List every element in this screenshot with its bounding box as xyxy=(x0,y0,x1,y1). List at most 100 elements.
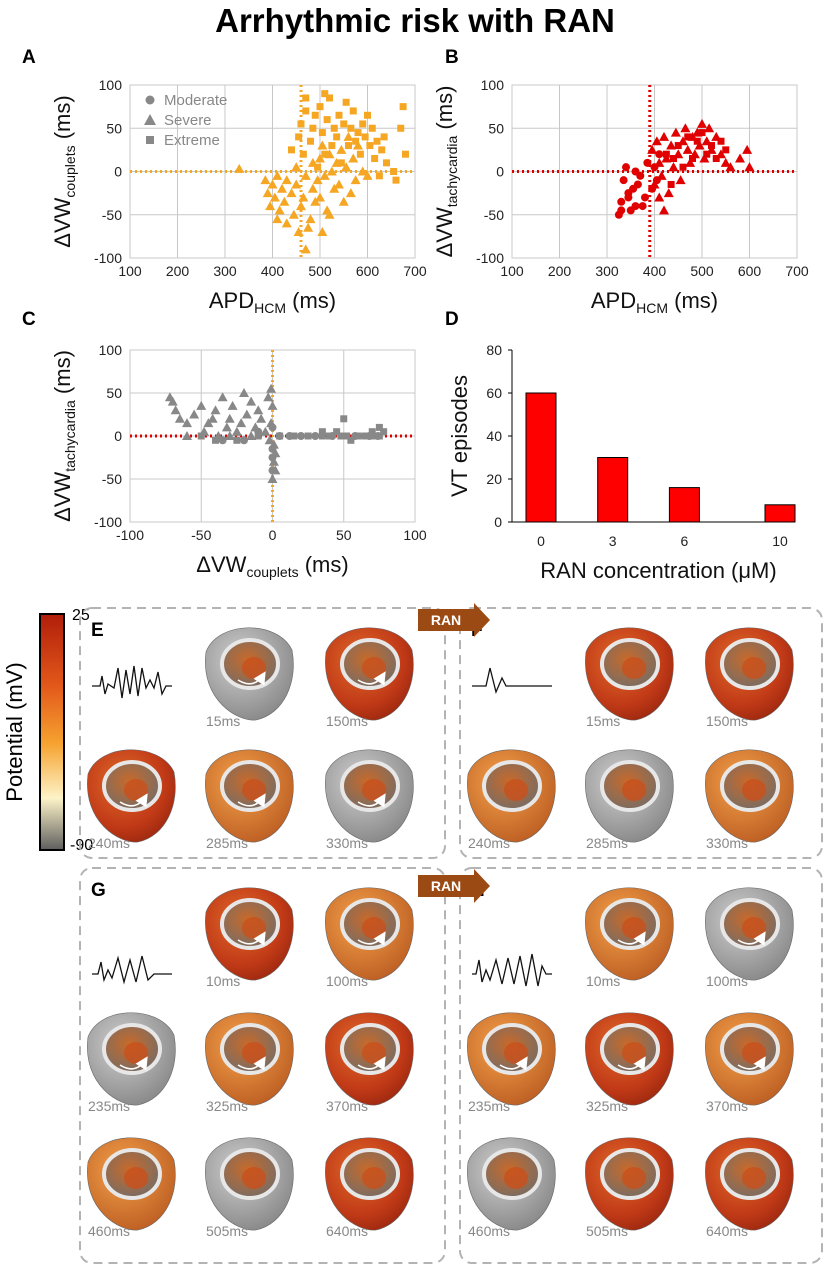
data-point-extreme xyxy=(328,142,336,150)
heart-snapshot: 370ms xyxy=(705,1012,794,1114)
heart-snapshot: 100ms xyxy=(325,887,414,989)
data-point-severe xyxy=(256,413,267,423)
simulation-panel-e: E 15ms 150ms 240ms 285ms 330ms xyxy=(79,607,446,859)
ecg-waveform xyxy=(92,955,172,985)
data-point-extreme xyxy=(323,116,331,124)
time-label: 235ms xyxy=(88,1098,130,1114)
data-point-severe xyxy=(267,474,278,483)
data-point-moderate xyxy=(328,432,337,440)
legend-marker-moderate xyxy=(145,95,155,105)
data-point-extreme xyxy=(318,428,326,436)
data-point-severe xyxy=(680,123,691,133)
scatter-panel-a: A 100 200 300 400 500 600 700 -100 -50 0 50 100 Moder… xyxy=(22,47,427,316)
data-point-extreme xyxy=(722,146,730,154)
data-point-extreme xyxy=(290,432,298,440)
data-point-extreme xyxy=(392,176,400,184)
data-point-severe xyxy=(221,422,232,432)
data-point-severe xyxy=(682,144,693,154)
data-point-extreme xyxy=(288,146,295,154)
wavefront xyxy=(622,1167,646,1189)
data-point-extreme xyxy=(712,155,720,163)
data-point-extreme xyxy=(390,168,398,175)
colorbar-max-label: 25 xyxy=(72,607,90,624)
data-point-severe xyxy=(343,131,354,141)
data-point-moderate xyxy=(254,427,263,436)
wavefront xyxy=(742,779,766,801)
bar-panel-d: D 0 20 40 60 80 0 3 6 10 RAN concentration (μM) VT … xyxy=(445,309,796,583)
x-tick-label: 300 xyxy=(213,263,237,279)
y-tick-label: -50 xyxy=(102,471,122,487)
data-point-severe xyxy=(350,175,361,185)
data-point-extreme xyxy=(693,137,701,145)
data-point-extreme xyxy=(302,107,310,115)
rotation-arrow xyxy=(357,931,386,946)
data-point-extreme xyxy=(337,432,345,440)
data-point-extreme xyxy=(233,436,241,444)
rotation-arrow xyxy=(237,1056,266,1071)
data-point-moderate xyxy=(268,453,277,462)
data-point-severe xyxy=(704,123,715,133)
data-point-extreme xyxy=(366,142,374,150)
data-point-extreme xyxy=(378,146,386,154)
data-point-severe xyxy=(649,179,660,189)
data-point-severe xyxy=(300,170,311,180)
data-point-severe xyxy=(267,179,278,189)
data-point-extreme xyxy=(397,124,405,132)
data-point-severe xyxy=(666,140,677,150)
y-tick-label: 100 xyxy=(481,77,505,93)
data-point-extreme xyxy=(375,172,383,180)
data-point-extreme xyxy=(684,133,692,141)
rotation-arrow xyxy=(737,931,766,946)
x-tick-label: 100 xyxy=(118,263,142,279)
data-point-extreme xyxy=(352,137,360,145)
panel-letter: B xyxy=(445,47,459,68)
heart-snapshot: 10ms xyxy=(585,887,674,989)
data-point-moderate xyxy=(633,180,642,189)
y-tick-label: 0 xyxy=(114,164,122,180)
data-point-severe xyxy=(338,196,349,206)
data-point-severe xyxy=(281,218,292,228)
wavefront xyxy=(504,779,528,801)
data-point-severe xyxy=(207,413,218,423)
data-point-severe xyxy=(341,162,352,172)
data-point-moderate xyxy=(373,432,382,440)
data-point-severe xyxy=(260,426,271,436)
data-point-extreme xyxy=(212,436,219,444)
data-point-extreme xyxy=(368,124,376,132)
rotation-arrow xyxy=(499,1056,528,1071)
data-point-severe xyxy=(236,418,247,428)
data-point-severe xyxy=(670,127,681,137)
y-axis-label: VT episodes xyxy=(447,375,472,497)
x-tick-label: 400 xyxy=(261,263,285,279)
data-point-severe xyxy=(274,205,285,215)
data-point-severe xyxy=(348,153,359,163)
x-axis-label: RAN concentration (μM) xyxy=(540,558,776,583)
data-point-severe xyxy=(744,162,755,172)
data-point-moderate xyxy=(631,202,640,211)
data-point-severe xyxy=(227,400,238,410)
time-label: 640ms xyxy=(326,1223,368,1239)
data-point-severe xyxy=(288,209,299,219)
data-point-severe xyxy=(267,400,278,410)
data-point-severe xyxy=(239,388,249,397)
rotation-arrow xyxy=(617,1056,646,1071)
time-label: 285ms xyxy=(586,835,628,851)
legend-label: Severe xyxy=(164,112,212,129)
time-label: 285ms xyxy=(206,835,248,851)
legend-marker-severe xyxy=(144,114,156,125)
data-point-severe xyxy=(277,183,287,193)
data-point-extreme xyxy=(368,428,376,436)
data-point-moderate xyxy=(268,466,277,475)
data-point-extreme xyxy=(321,90,329,98)
ran-arrow-label: RAN xyxy=(431,878,461,894)
ran-arrow-shape xyxy=(418,603,490,637)
ran-arrow-label: RAN xyxy=(431,612,461,628)
data-point-extreme xyxy=(399,103,407,111)
time-label: 10ms xyxy=(586,973,620,989)
heart-snapshot: 505ms xyxy=(585,1137,674,1239)
rotation-arrow xyxy=(357,1056,386,1071)
data-point-extreme xyxy=(321,150,329,158)
data-point-moderate xyxy=(351,432,360,440)
simulation-panel-g: G 10ms 100ms 235ms 325ms 370ms 460ms 505ms 640ms xyxy=(79,867,446,1264)
panel-letter: E xyxy=(91,620,104,641)
